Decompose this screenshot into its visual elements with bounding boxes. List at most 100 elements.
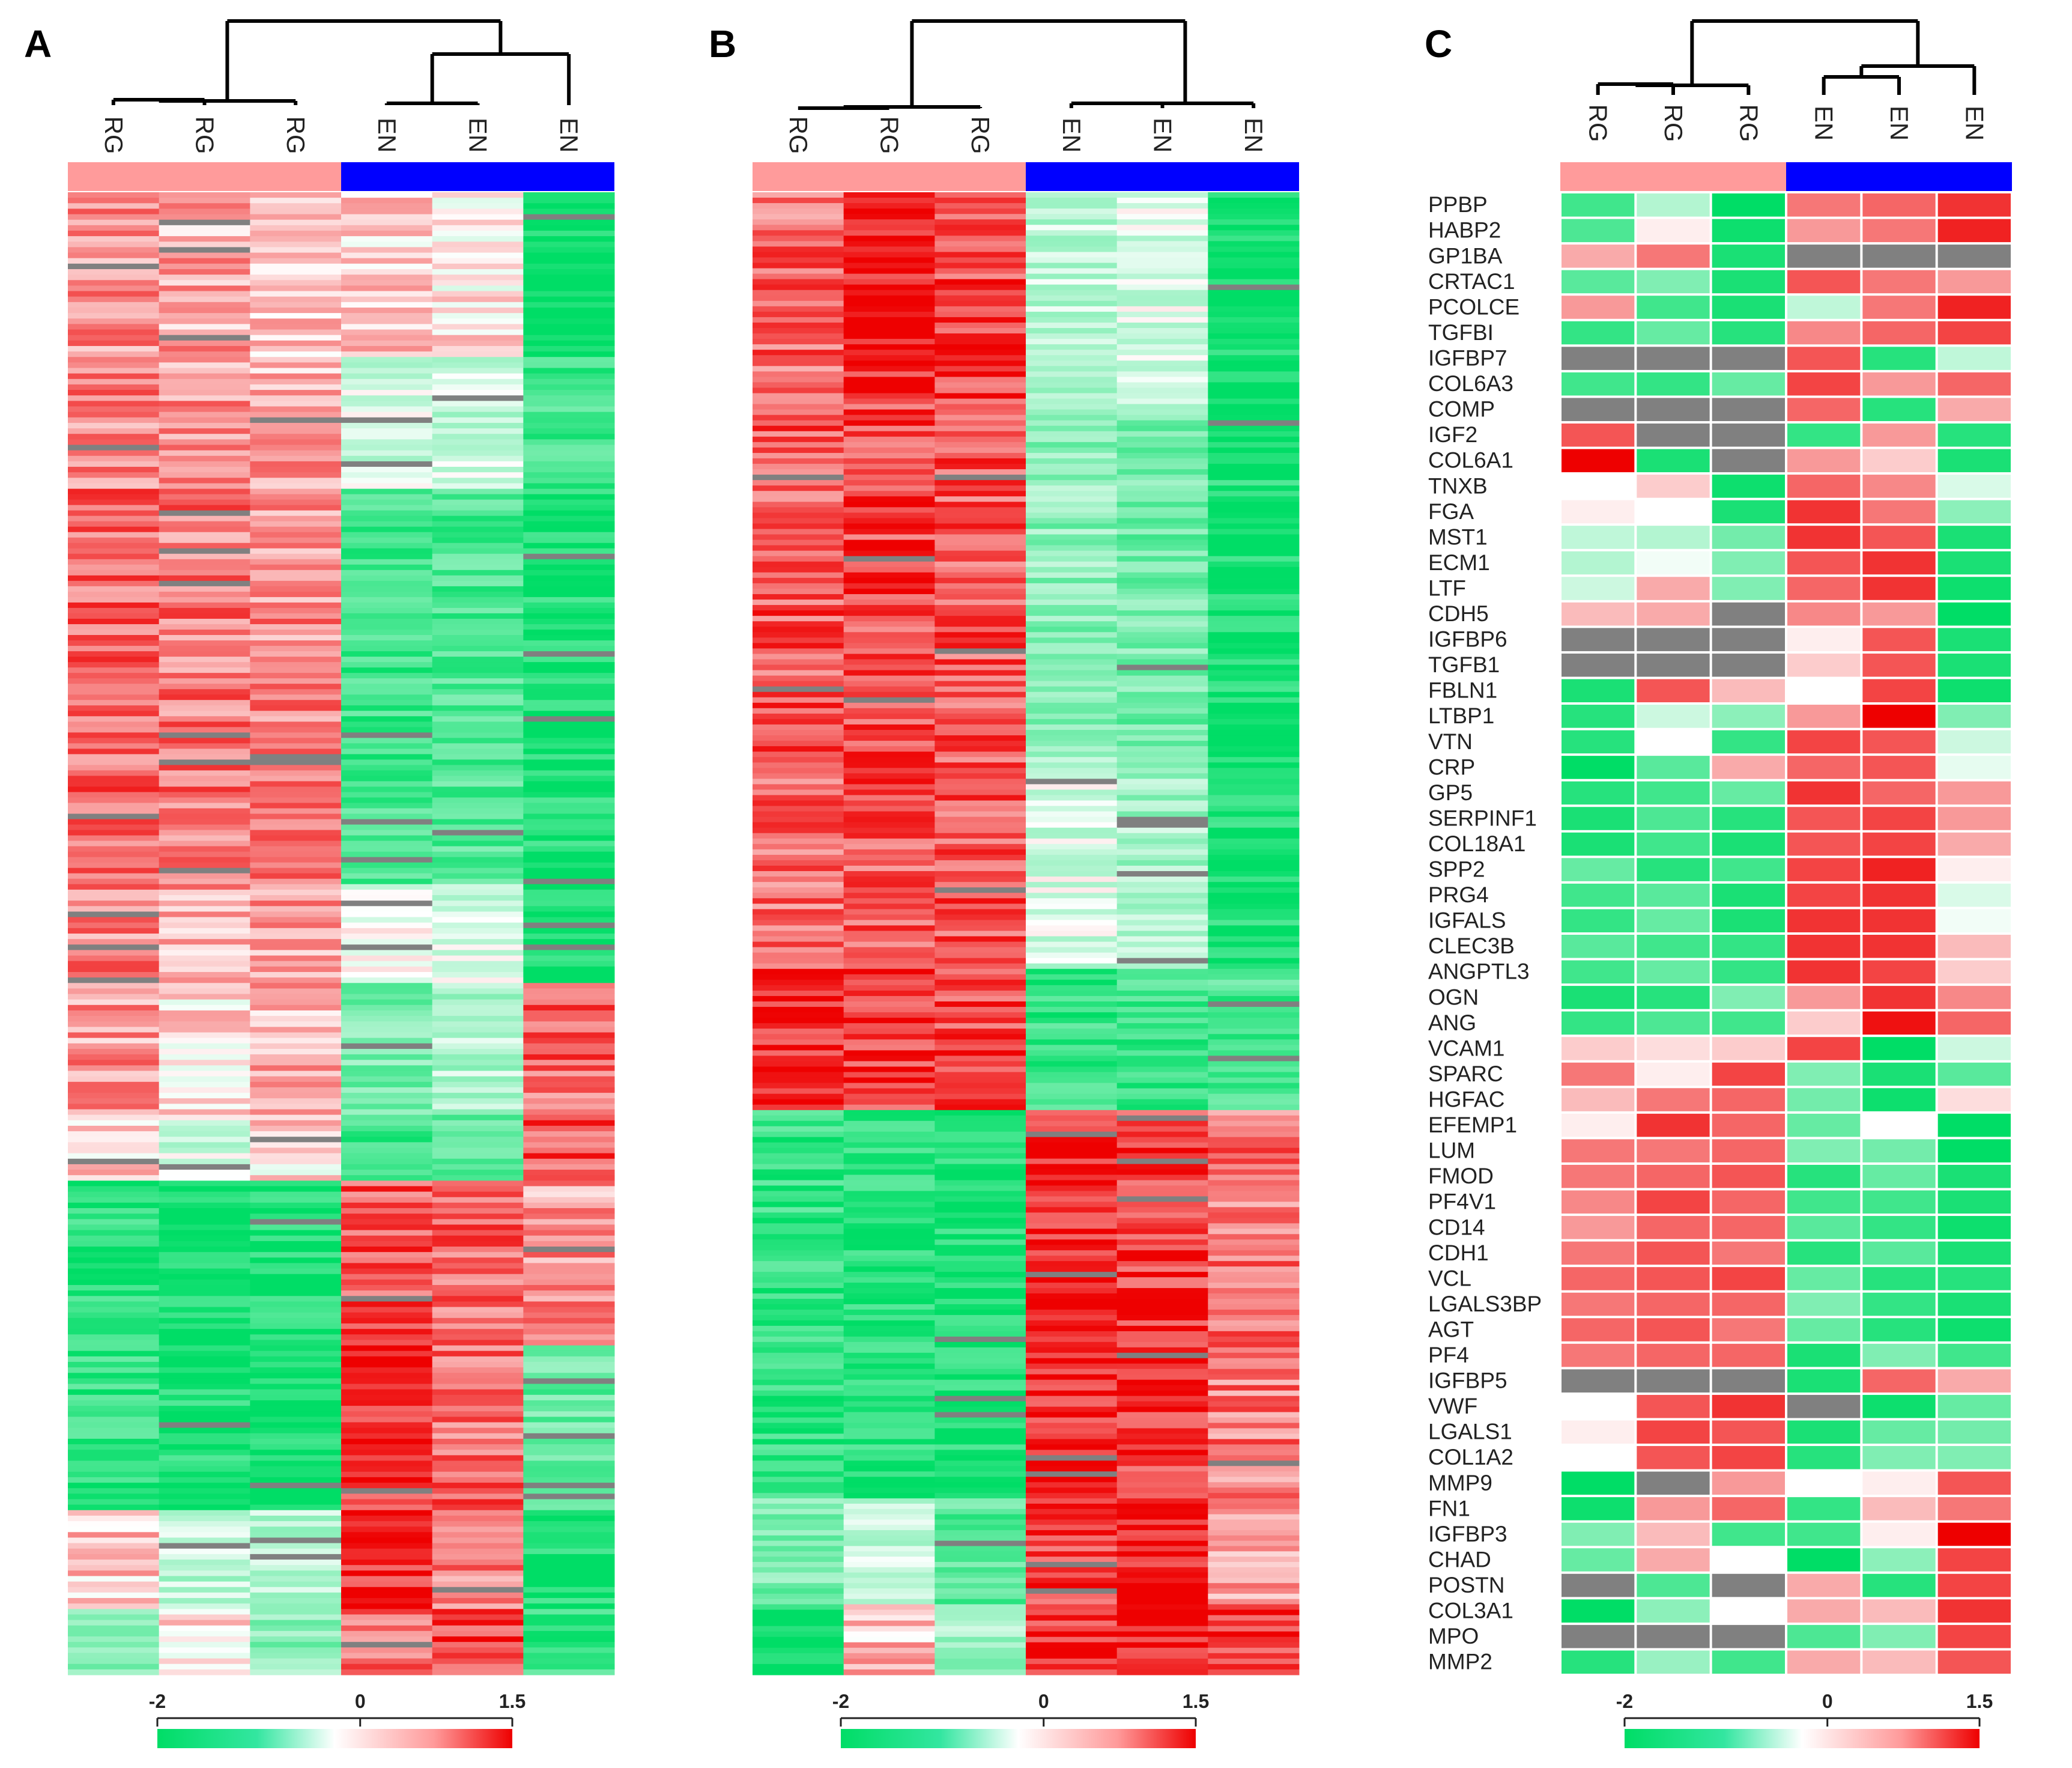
heatmap-cell — [1208, 214, 1300, 220]
heatmap-cell — [341, 878, 433, 885]
heatmap-cell — [1862, 1011, 1936, 1035]
heatmap-cell — [159, 1433, 250, 1439]
heatmap-cell — [159, 857, 250, 863]
heatmap-cell — [935, 1658, 1026, 1665]
heatmap-cell — [935, 1110, 1026, 1116]
heatmap-cell — [1208, 1196, 1300, 1202]
heatmap-cell — [1026, 1309, 1118, 1316]
heatmap-cell — [753, 936, 844, 943]
heatmap-cell — [68, 1131, 160, 1137]
heatmap-cell — [68, 1004, 160, 1011]
column-label: EN — [1240, 118, 1268, 153]
heatmap-cell — [523, 1450, 615, 1456]
heatmap-cell — [68, 994, 160, 1000]
heatmap-cell — [68, 754, 160, 760]
heatmap-cell — [159, 1120, 250, 1126]
heatmap-cell — [523, 770, 615, 776]
heatmap-cell — [1116, 1277, 1208, 1283]
heatmap-cell — [1116, 1115, 1208, 1122]
heatmap-cell — [1208, 1288, 1300, 1294]
heatmap-cell — [432, 422, 524, 429]
heatmap-cell — [843, 1283, 935, 1289]
heatmap-cell — [843, 1083, 935, 1089]
heatmap-cell — [1208, 952, 1300, 959]
heatmap-cell — [1562, 1113, 1635, 1137]
heatmap-cell — [1862, 1497, 1936, 1520]
heatmap-cell — [341, 716, 433, 722]
heatmap-cell — [935, 273, 1026, 280]
heatmap-cell — [523, 607, 615, 614]
heatmap-cell — [1208, 1088, 1300, 1095]
heatmap-cell — [935, 1620, 1026, 1627]
heatmap-cell — [843, 1412, 935, 1418]
heatmap-cell — [1026, 995, 1118, 1002]
heatmap-cell — [753, 1444, 844, 1450]
heatmap-cell — [843, 464, 935, 470]
heatmap-cell — [432, 324, 524, 330]
heatmap-cell — [843, 784, 935, 790]
heatmap-cell — [935, 887, 1026, 893]
heatmap-cell — [1116, 979, 1208, 986]
gene-label: FN1 — [1428, 1496, 1470, 1520]
heatmap-cell — [159, 1334, 250, 1340]
heatmap-cell — [753, 882, 844, 888]
heatmap-cell — [1026, 773, 1118, 779]
heatmap-cell — [843, 627, 935, 633]
heatmap-cell — [753, 491, 844, 497]
heatmap-cell — [341, 214, 433, 220]
heatmap-cell — [843, 1631, 935, 1638]
heatmap-cell — [1026, 621, 1118, 627]
heatmap-cell — [68, 1317, 160, 1324]
heatmap-cell — [753, 1514, 844, 1520]
heatmap-cell — [1208, 1439, 1300, 1445]
heatmap-cell — [1116, 572, 1208, 579]
heatmap-cell — [432, 1647, 524, 1653]
heatmap-cell — [1637, 1164, 1710, 1188]
heatmap-cell — [523, 532, 615, 538]
heatmap-cell — [341, 472, 433, 478]
heatmap-cell — [1712, 1062, 1785, 1086]
heatmap-cell — [1208, 1304, 1300, 1310]
heatmap-cell — [1208, 1028, 1300, 1034]
heatmap-cell — [1026, 827, 1118, 834]
heatmap-cell — [250, 291, 342, 297]
heatmap-cell — [250, 862, 342, 869]
heatmap-cell — [1208, 1218, 1300, 1224]
heatmap-cell — [843, 1229, 935, 1235]
heatmap-cell — [1116, 833, 1208, 839]
heatmap-cell — [1116, 475, 1208, 481]
heatmap-cell — [68, 553, 160, 560]
heatmap-cell — [753, 1663, 844, 1670]
heatmap-cell — [523, 749, 615, 755]
heatmap-cell — [159, 1625, 250, 1632]
heatmap-cell — [935, 1229, 1026, 1235]
heatmap-cell — [1026, 659, 1118, 666]
heatmap-cell — [432, 214, 524, 220]
heatmap-cell — [1862, 909, 1936, 932]
heatmap-cell — [1208, 632, 1300, 638]
heatmap-cell — [523, 1345, 615, 1352]
group-bar-rg — [1560, 162, 1786, 191]
column-label: RG — [100, 117, 128, 154]
heatmap-cell — [1116, 1201, 1208, 1208]
heatmap-cell — [935, 545, 1026, 551]
heatmap-cell — [843, 322, 935, 329]
heatmap-cell — [1637, 193, 1710, 217]
heatmap-cell — [341, 922, 433, 929]
heatmap-cell — [1026, 1647, 1118, 1654]
heatmap-cell — [1026, 1320, 1118, 1326]
heatmap-cell — [1116, 735, 1208, 741]
heatmap-cell — [1116, 887, 1208, 893]
heatmap-cell — [935, 295, 1026, 302]
heatmap-cell — [341, 1081, 433, 1088]
heatmap-cell — [1208, 1508, 1300, 1515]
heatmap-cell — [1116, 523, 1208, 529]
heatmap-cell — [250, 1224, 342, 1231]
heatmap-cell — [1562, 1497, 1635, 1520]
heatmap-cell — [1116, 1423, 1208, 1429]
heatmap-cell — [935, 507, 1026, 513]
heatmap-cell — [1937, 705, 2011, 728]
heatmap-cell — [432, 1257, 524, 1263]
heatmap-cell — [523, 1417, 615, 1423]
heatmap-cell — [1026, 1358, 1118, 1364]
